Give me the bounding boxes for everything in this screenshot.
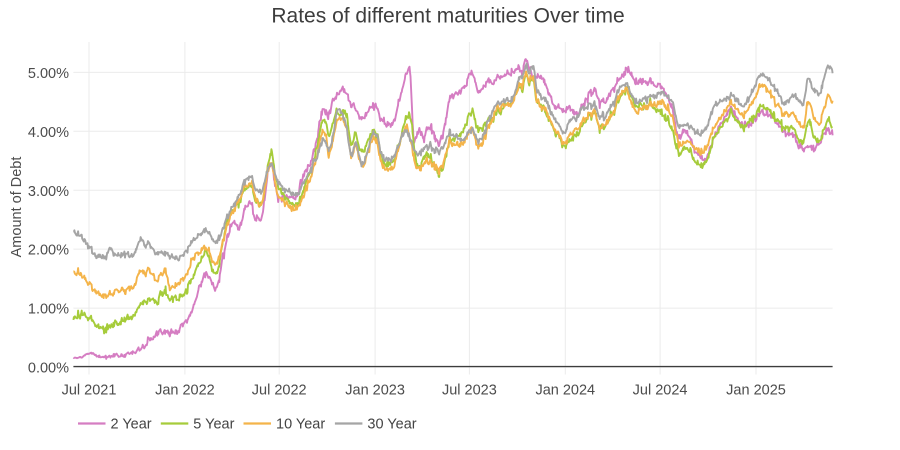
svg-text:2 Year: 2 Year xyxy=(111,417,152,433)
svg-text:Jan 2025: Jan 2025 xyxy=(726,383,786,399)
svg-text:Jul 2023: Jul 2023 xyxy=(442,383,497,399)
svg-text:10 Year: 10 Year xyxy=(276,417,325,433)
svg-text:5.00%: 5.00% xyxy=(28,66,69,82)
svg-text:3.00%: 3.00% xyxy=(28,184,69,200)
svg-text:Jan 2024: Jan 2024 xyxy=(535,383,595,399)
svg-text:Amount of Debt: Amount of Debt xyxy=(9,157,25,258)
svg-text:Jul 2024: Jul 2024 xyxy=(633,383,688,399)
svg-text:Jan 2023: Jan 2023 xyxy=(345,383,405,399)
svg-text:Jul 2021: Jul 2021 xyxy=(62,383,117,399)
svg-text:1.00%: 1.00% xyxy=(28,302,69,318)
svg-text:Rates of different maturities: Rates of different maturities Over time xyxy=(271,5,624,28)
svg-text:0.00%: 0.00% xyxy=(28,361,69,377)
svg-text:Jul 2022: Jul 2022 xyxy=(252,383,307,399)
svg-text:Jan 2022: Jan 2022 xyxy=(155,383,215,399)
svg-text:4.00%: 4.00% xyxy=(28,125,69,141)
svg-text:30 Year: 30 Year xyxy=(367,417,416,433)
svg-text:2.00%: 2.00% xyxy=(28,243,69,259)
svg-text:5 Year: 5 Year xyxy=(193,417,234,433)
